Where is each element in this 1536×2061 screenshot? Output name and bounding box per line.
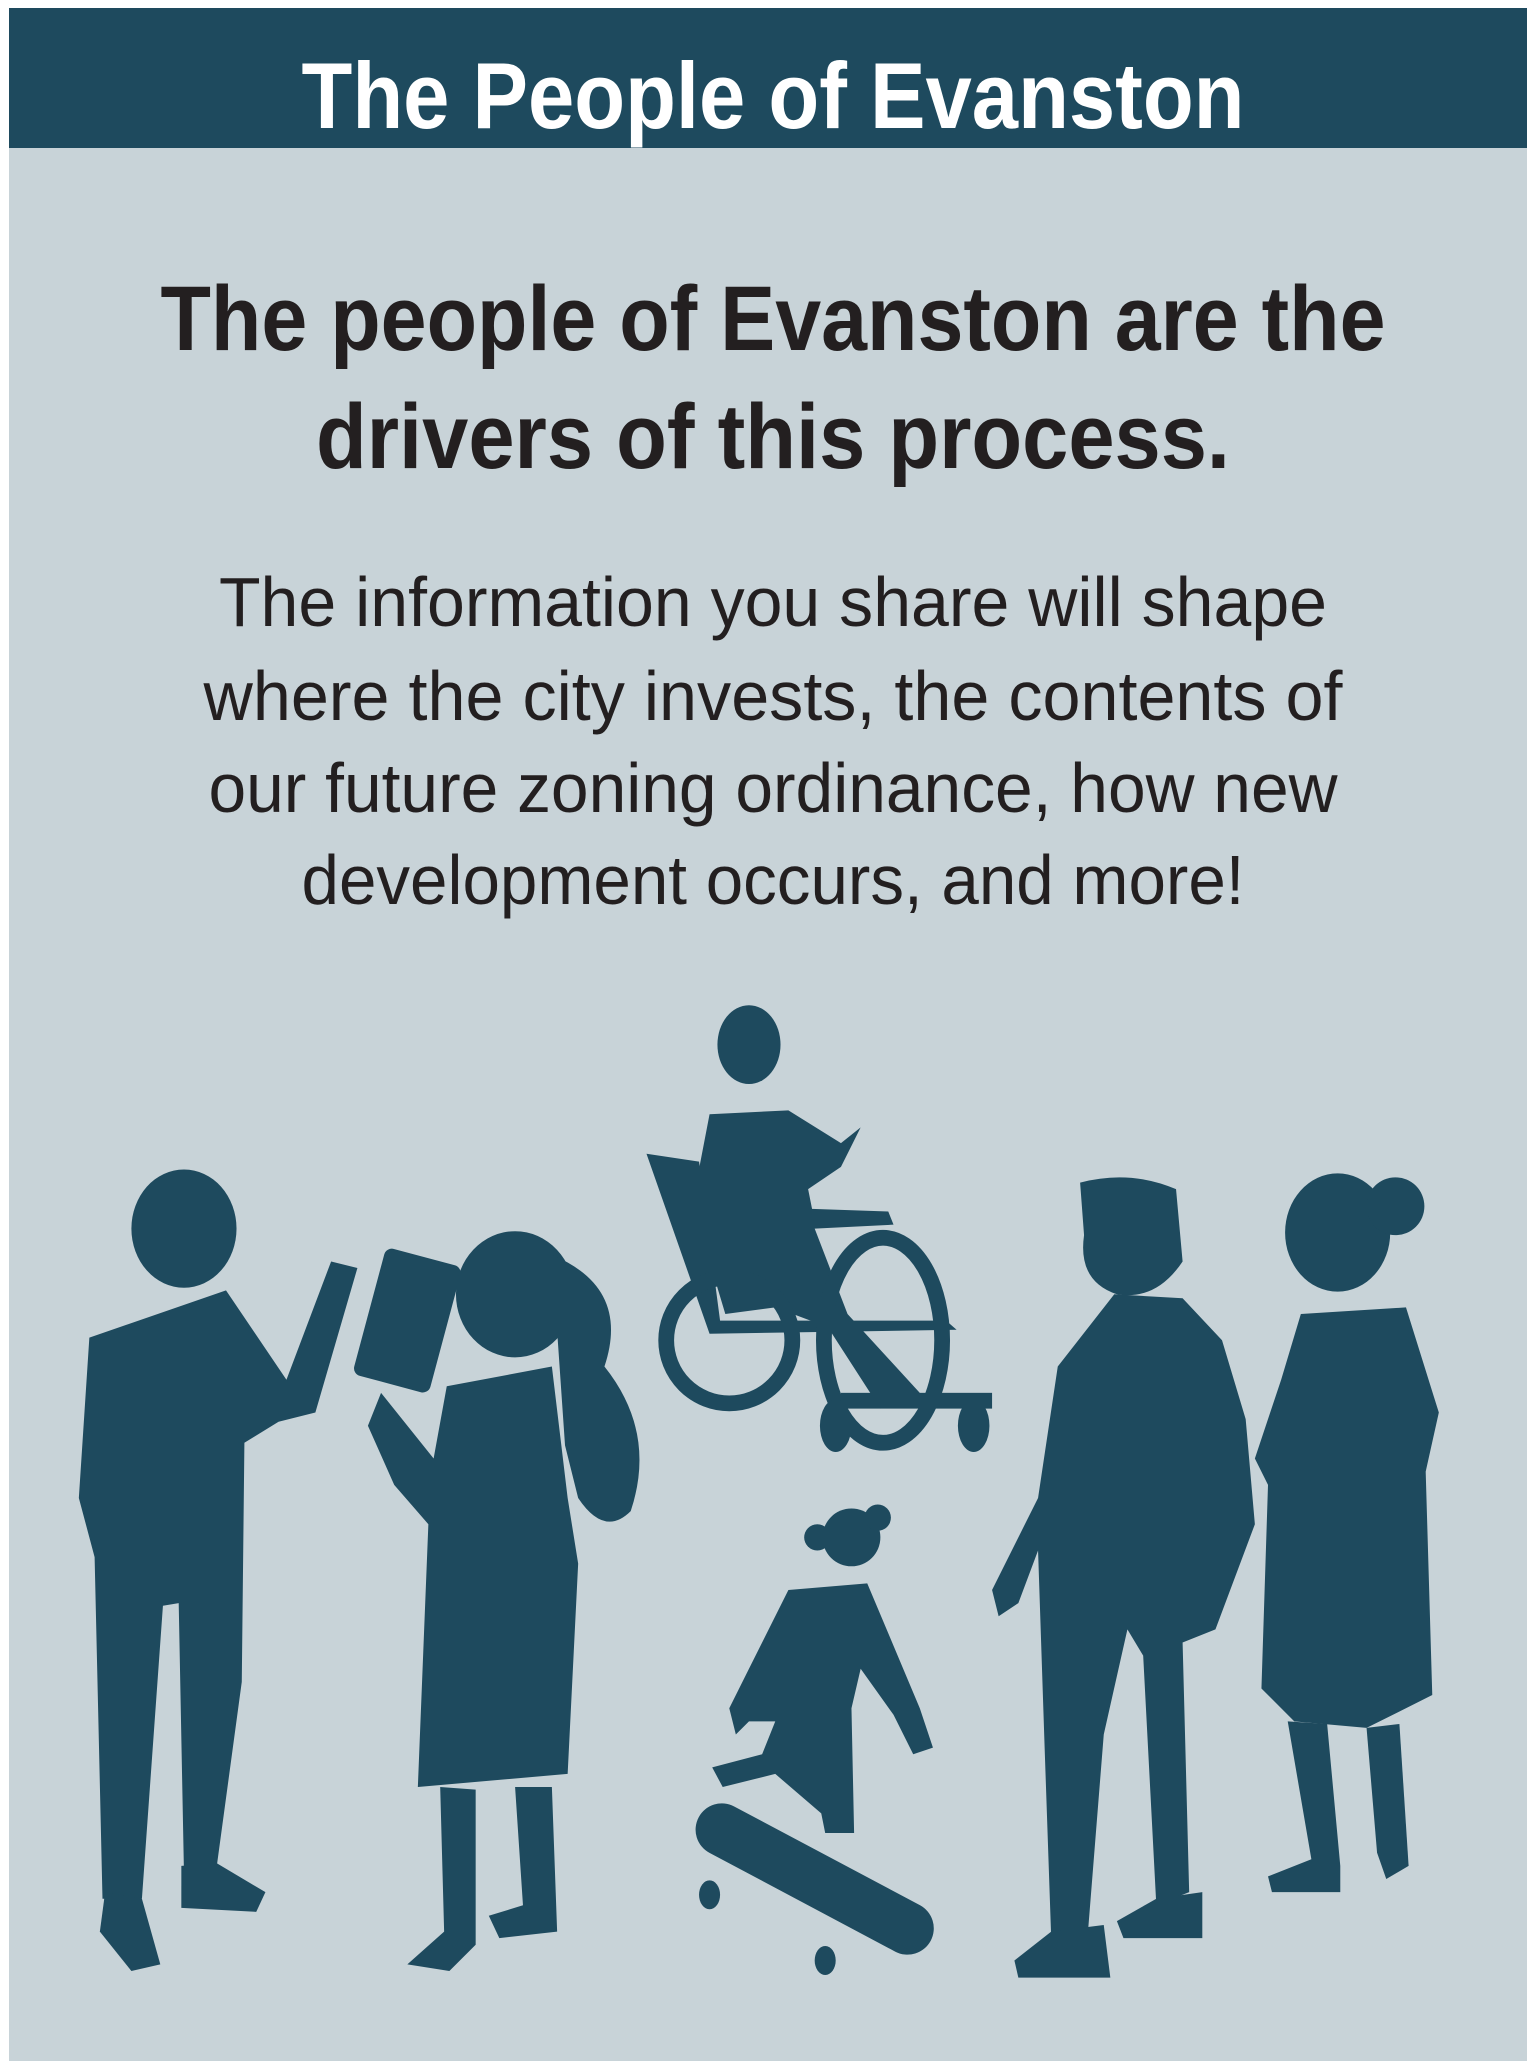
- body-line: The information you share will shape: [219, 563, 1327, 641]
- header-title: The People of Evanston: [302, 43, 1245, 148]
- heading-line: drivers of this process.: [316, 386, 1230, 488]
- body-line: development occurs, and more!: [302, 841, 1245, 919]
- body-line: our future zoning ordinance, how new: [209, 749, 1338, 827]
- poster: The People of Evanston The people of Eva…: [0, 0, 1536, 2061]
- page: The People of Evanston The people of Eva…: [0, 0, 1536, 2061]
- body-line: where the city invests, the contents of: [203, 657, 1344, 735]
- heading-line: The people of Evanston are the: [161, 268, 1386, 370]
